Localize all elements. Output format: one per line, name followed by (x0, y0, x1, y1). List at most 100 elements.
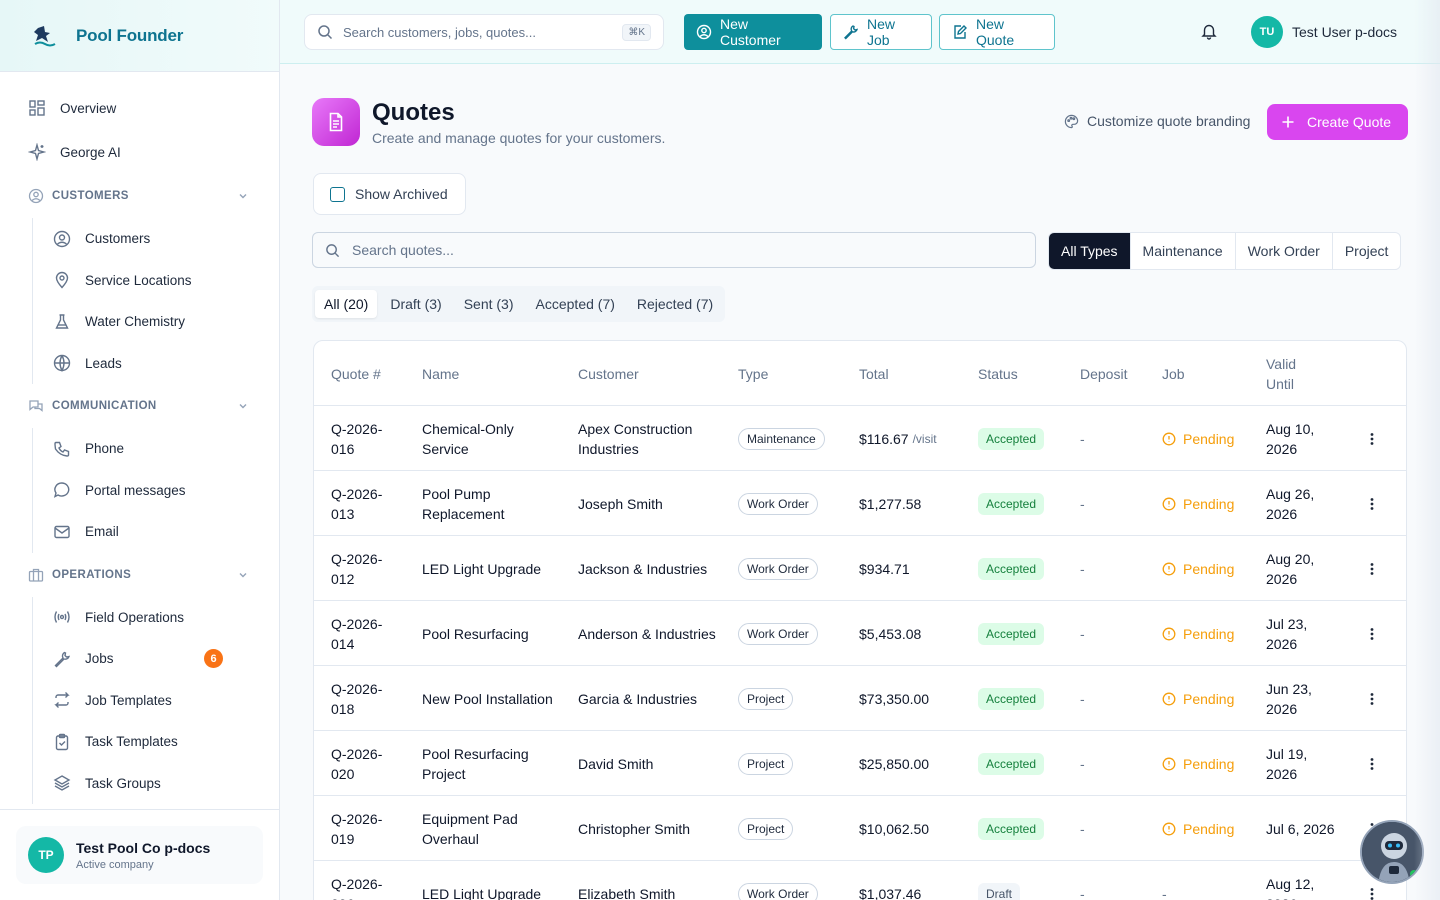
table-row[interactable]: Q-2026-013 Pool Pump Replacement Joseph … (314, 471, 1406, 536)
row-actions[interactable] (1364, 536, 1380, 601)
create-quote-button[interactable]: Create Quote (1267, 104, 1408, 140)
quote-search-input[interactable]: Search quotes... (312, 232, 1036, 268)
valid-until: Jul 19, 2026 (1266, 745, 1308, 782)
deposit-cell: - (1080, 560, 1085, 577)
sidebar-item-phone[interactable]: Phone (33, 428, 279, 470)
status-cell: Draft (978, 861, 1021, 900)
more-vertical-icon[interactable] (1364, 561, 1380, 577)
sidebar-item-portal-messages[interactable]: Portal messages (33, 470, 279, 512)
type-filter-work-order[interactable]: Work Order (1234, 233, 1332, 269)
row-actions[interactable] (1364, 471, 1380, 536)
sidebar-item-field-operations[interactable]: Field Operations (33, 597, 279, 639)
column-header-quote-number[interactable]: Quote # (331, 365, 381, 382)
show-archived-checkbox[interactable] (330, 186, 345, 202)
sidebar-item-leads[interactable]: Leads (33, 343, 279, 385)
sidebar-item-george-ai[interactable]: George AI (0, 130, 279, 174)
more-vertical-icon[interactable] (1364, 431, 1380, 447)
column-header-valid-until[interactable]: Valid Until (1266, 355, 1297, 392)
column-header-total[interactable]: Total (859, 365, 889, 382)
job-pending-indicator: Pending (1162, 754, 1234, 774)
quote-number[interactable]: Q-2026-020 (331, 745, 383, 782)
deposit-cell: - (1080, 885, 1085, 900)
table-row[interactable]: Q-2026-020 Pool Resurfacing Project Davi… (314, 731, 1406, 796)
sidebar-item-task-groups[interactable]: Task Groups (33, 763, 279, 805)
sidebar-item-overview[interactable]: Overview (0, 86, 279, 130)
more-vertical-icon[interactable] (1364, 886, 1380, 900)
global-search-input[interactable]: Search customers, jobs, quotes... ⌘K (304, 14, 664, 50)
new-customer-label: New Customer (720, 16, 781, 48)
new-quote-button[interactable]: New Quote (939, 14, 1055, 50)
job-cell: Pending (1162, 536, 1234, 601)
tab-all[interactable]: All (20) (315, 290, 378, 318)
sidebar-item-email[interactable]: Email (33, 511, 279, 553)
table-row[interactable]: Q-2026-018 New Pool Installation Garcia … (314, 666, 1406, 731)
row-actions[interactable] (1364, 861, 1380, 900)
type-filter-all[interactable]: All Types (1049, 233, 1130, 269)
bell-icon[interactable] (1200, 22, 1218, 40)
alert-circle-icon (1162, 692, 1176, 706)
user-circle-icon (28, 188, 44, 204)
more-vertical-icon[interactable] (1364, 691, 1380, 707)
quote-number[interactable]: Q-2026-013 (331, 485, 383, 522)
job-cell: Pending (1162, 406, 1234, 471)
tab-draft[interactable]: Draft (3) (390, 296, 442, 312)
column-header-deposit[interactable]: Deposit (1080, 365, 1128, 382)
total-cell: $5,453.08 (859, 601, 921, 666)
quote-number[interactable]: Q-2026-012 (331, 550, 383, 587)
quote-number[interactable]: Q-2026-019 (331, 810, 383, 847)
company-info: Test Pool Co p-docs Active company (76, 840, 210, 871)
section-customers-items: Customers Service Locations Water Chemis… (32, 218, 279, 384)
sidebar-item-job-templates[interactable]: Job Templates (33, 680, 279, 722)
quote-number[interactable]: Q-2026-016 (331, 420, 383, 457)
row-actions[interactable] (1364, 601, 1380, 666)
company-switcher[interactable]: TP Test Pool Co p-docs Active company (16, 826, 263, 884)
column-header-job[interactable]: Job (1162, 365, 1185, 382)
column-header-status[interactable]: Status (978, 365, 1018, 382)
type-filter-maintenance[interactable]: Maintenance (1129, 233, 1235, 269)
type-badge: Work Order (738, 557, 818, 580)
section-communication[interactable]: COMMUNICATION (0, 384, 279, 428)
tab-sent[interactable]: Sent (3) (463, 296, 514, 312)
sidebar-item-jobs[interactable]: Jobs 6 (33, 638, 279, 680)
more-vertical-icon[interactable] (1364, 756, 1380, 772)
show-archived-toggle[interactable]: Show Archived (313, 173, 466, 215)
quote-document-icon (312, 98, 360, 146)
new-job-button[interactable]: New Job (830, 14, 932, 50)
quote-number[interactable]: Q-2026-018 (331, 680, 383, 717)
customize-branding-link[interactable]: Customize quote branding (1064, 113, 1250, 129)
quote-number[interactable]: Q-2026-006 (331, 875, 383, 900)
sidebar-item-customers[interactable]: Customers (33, 218, 279, 260)
type-filter-project[interactable]: Project (1331, 233, 1401, 269)
tab-accepted[interactable]: Accepted (7) (535, 296, 615, 312)
more-vertical-icon[interactable] (1364, 626, 1380, 642)
sidebar-item-task-templates[interactable]: Task Templates (33, 721, 279, 763)
more-vertical-icon[interactable] (1364, 496, 1380, 512)
job-cell: Pending (1162, 471, 1234, 536)
table-row[interactable]: Q-2026-019 Equipment Pad Overhaul Christ… (314, 796, 1406, 861)
table-row[interactable]: Q-2026-012 LED Light Upgrade Jackson & I… (314, 536, 1406, 601)
plus-icon (1281, 115, 1295, 129)
status-cell: Accepted (978, 731, 1045, 796)
sidebar-item-water-chemistry[interactable]: Water Chemistry (33, 301, 279, 343)
column-header-name[interactable]: Name (422, 365, 460, 382)
section-operations[interactable]: OPERATIONS (0, 553, 279, 597)
section-customers[interactable]: CUSTOMERS (0, 174, 279, 218)
quote-number[interactable]: Q-2026-014 (331, 615, 383, 652)
tab-rejected[interactable]: Rejected (7) (636, 296, 714, 312)
company-status: Active company (76, 858, 154, 871)
assistant-robot-avatar[interactable] (1360, 820, 1424, 884)
column-header-customer[interactable]: Customer (578, 365, 639, 382)
search-icon (317, 24, 333, 40)
column-header-type[interactable]: Type (738, 365, 769, 382)
row-actions[interactable] (1364, 731, 1380, 796)
table-row[interactable]: Q-2026-016 Chemical-Only Service Apex Co… (314, 406, 1406, 471)
sidebar-item-label: Field Operations (85, 609, 185, 625)
table-row[interactable]: Q-2026-014 Pool Resurfacing Anderson & I… (314, 601, 1406, 666)
brand[interactable]: Pool Founder (0, 0, 279, 72)
new-customer-button[interactable]: New Customer (684, 14, 822, 50)
sidebar-item-service-locations[interactable]: Service Locations (33, 260, 279, 302)
row-actions[interactable] (1364, 666, 1380, 731)
row-actions[interactable] (1364, 406, 1380, 471)
user-menu[interactable]: TU Test User p-docs (1251, 16, 1397, 48)
table-row[interactable]: Q-2026-006 LED Light Upgrade Elizabeth S… (314, 861, 1406, 900)
